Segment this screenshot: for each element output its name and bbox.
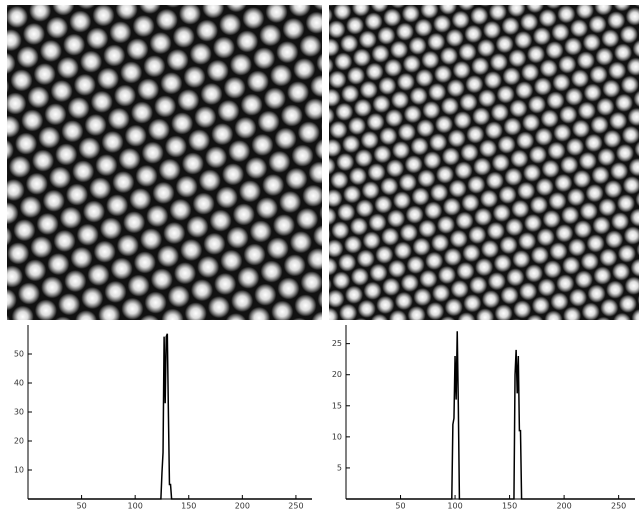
x-tick-label: 150: [181, 502, 196, 511]
x-tick-label: 150: [502, 502, 517, 511]
x-tick-label: 50: [395, 502, 405, 511]
y-tick-label: 20: [14, 437, 24, 446]
x-tick-label: 250: [288, 502, 303, 511]
x-tick-label: 250: [611, 502, 626, 511]
lattice-image: [7, 5, 322, 320]
y-tick-label: 20: [332, 370, 342, 379]
y-tick-label: 25: [332, 339, 342, 348]
y-tick-label: 50: [14, 350, 24, 359]
x-tick-label: 100: [128, 502, 143, 511]
x-tick-label: 200: [556, 502, 571, 511]
lattice-image: [329, 5, 639, 320]
histogram-line: [346, 331, 635, 500]
y-tick-label: 30: [14, 408, 24, 417]
x-tick-label: 100: [447, 502, 462, 511]
y-tick-label: 40: [14, 379, 24, 388]
y-tick-label: 10: [14, 466, 24, 475]
histogram-line: [28, 333, 312, 500]
y-tick-label: 15: [332, 401, 342, 410]
x-tick-label: 50: [76, 502, 86, 511]
y-tick-label: 10: [332, 432, 342, 441]
y-tick-label: 5: [337, 463, 342, 472]
x-tick-label: 200: [235, 502, 250, 511]
